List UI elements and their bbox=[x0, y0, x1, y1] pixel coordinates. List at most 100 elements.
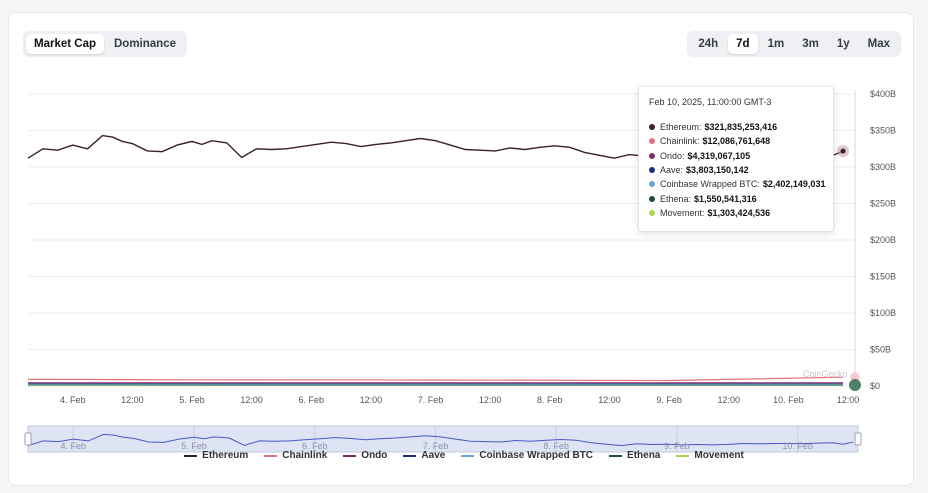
tooltip-series-name: Ethereum: bbox=[660, 122, 702, 133]
legend-label: Movement bbox=[694, 450, 744, 461]
tooltip-series-value: $1,550,541,316 bbox=[694, 193, 757, 204]
coingecko-watermark: CoinGecko bbox=[803, 369, 848, 379]
range-3m-button[interactable]: 3m bbox=[794, 34, 827, 54]
x-tick-label: 12:00 bbox=[360, 395, 383, 405]
y-tick-label: $350B bbox=[870, 126, 896, 136]
tooltip-dot bbox=[649, 152, 655, 159]
legend-item[interactable]: Ondo bbox=[343, 450, 387, 461]
chart-legend: Ethereum Chainlink Ondo Aave Coinbase Wrappe… bbox=[0, 450, 928, 461]
legend-swatch bbox=[676, 454, 690, 457]
tab-dominance[interactable]: Dominance bbox=[106, 34, 184, 54]
navigator-window[interactable] bbox=[27, 425, 859, 453]
tooltip-dot bbox=[649, 138, 655, 145]
tooltip-row: Coinbase Wrapped BTC: $2,402,149,031 bbox=[649, 177, 826, 191]
tooltip-series-value: $4,319,067,105 bbox=[687, 150, 751, 161]
y-tick-label: $300B bbox=[870, 162, 896, 172]
tooltip-dot bbox=[649, 167, 655, 174]
x-tick-label: 12:00 bbox=[717, 395, 740, 405]
x-tick-label: 12:00 bbox=[240, 395, 263, 405]
y-tick-label: $0 bbox=[870, 381, 880, 391]
navigator-tick-label: 6. Feb bbox=[302, 441, 328, 451]
data-tooltip: Feb 10, 2025, 11:00:00 GMT-3 Ethereum: $3… bbox=[638, 86, 834, 232]
tooltip-series-value: $12,086,761,648 bbox=[702, 136, 771, 147]
tab-market-cap[interactable]: Market Cap bbox=[26, 34, 104, 54]
legend-label: Coinbase Wrapped BTC bbox=[479, 450, 594, 461]
legend-item[interactable]: Ethena bbox=[609, 450, 660, 461]
legend-swatch bbox=[403, 454, 417, 457]
tooltip-dot bbox=[649, 124, 655, 131]
navigator-tick-label: 4. Feb bbox=[61, 441, 87, 451]
small-cap-hover-marker bbox=[849, 379, 861, 391]
y-tick-label: $150B bbox=[870, 272, 896, 282]
x-tick-label: 9. Feb bbox=[656, 395, 682, 405]
tooltip-series-value: $321,835,253,416 bbox=[704, 122, 778, 133]
navigator-tick-label: 7. Feb bbox=[423, 441, 449, 451]
legend-item[interactable]: Chainlink bbox=[264, 450, 327, 461]
navigator-handle[interactable] bbox=[854, 432, 862, 446]
ethereum-point bbox=[840, 148, 846, 154]
legend-swatch bbox=[184, 454, 198, 457]
x-tick-label: 10. Feb bbox=[773, 395, 804, 405]
tooltip-row: Aave: $3,803,150,142 bbox=[649, 163, 823, 177]
x-tick-label: 7. Feb bbox=[418, 395, 444, 405]
tooltip-series-value: $1,303,424,536 bbox=[707, 207, 771, 218]
y-tick-label: $400B bbox=[870, 89, 896, 99]
series-line-chainlink bbox=[27, 376, 844, 382]
legend-label: Ethena bbox=[627, 450, 661, 461]
tooltip-dot bbox=[649, 195, 655, 202]
x-tick-label: 12:00 bbox=[121, 395, 144, 405]
navigator-tick-label: 5. Feb bbox=[181, 441, 207, 451]
navigator-handle[interactable] bbox=[24, 432, 32, 446]
navigator-series bbox=[27, 433, 854, 447]
x-tick-label: 12:00 bbox=[598, 395, 621, 405]
legend-label: Chainlink bbox=[282, 450, 328, 461]
tooltip-series-value: $3,803,150,142 bbox=[686, 165, 749, 176]
x-tick-label: 12:00 bbox=[479, 395, 502, 405]
range-7d-button[interactable]: 7d bbox=[728, 34, 758, 54]
legend-label: Ondo bbox=[361, 450, 388, 461]
y-tick-label: $250B bbox=[870, 199, 896, 209]
x-tick-label: 6. Feb bbox=[299, 395, 325, 405]
legend-swatch bbox=[609, 454, 623, 457]
legend-swatch bbox=[461, 454, 475, 457]
tooltip-row: Movement: $1,303,424,536 bbox=[649, 206, 823, 220]
legend-label: Aave bbox=[421, 450, 446, 461]
legend-item[interactable]: Movement bbox=[676, 450, 744, 461]
tooltip-series-name: Coinbase Wrapped BTC: bbox=[660, 179, 760, 190]
x-tick-label: 4. Feb bbox=[60, 395, 86, 405]
y-tick-label: $100B bbox=[870, 308, 896, 318]
legend-item[interactable]: Aave bbox=[403, 450, 445, 461]
range-24h-button[interactable]: 24h bbox=[690, 34, 726, 54]
x-tick-label: 12:00 bbox=[837, 395, 860, 405]
range-max-button[interactable]: Max bbox=[860, 34, 898, 54]
tooltip-row: Chainlink: $12,086,761,648 bbox=[649, 134, 823, 148]
tooltip-series-name: Chainlink: bbox=[660, 136, 700, 147]
tooltip-series-name: Aave: bbox=[660, 165, 684, 176]
tooltip-series-value: $2,402,149,031 bbox=[762, 179, 826, 190]
tooltip-dot bbox=[649, 209, 655, 216]
tooltip-dot bbox=[649, 181, 655, 188]
legend-swatch bbox=[264, 454, 278, 457]
legend-item[interactable]: Ethereum bbox=[184, 450, 248, 461]
tooltip-series-name: Movement: bbox=[660, 207, 705, 218]
tooltip-series-name: Ethena: bbox=[660, 193, 692, 204]
tooltip-row: Ethereum: $321,835,253,416 bbox=[649, 120, 823, 134]
legend-label: Ethereum bbox=[202, 450, 249, 461]
tooltip-row: Ethena: $1,550,541,316 bbox=[649, 191, 823, 205]
y-tick-label: $200B bbox=[870, 235, 896, 245]
y-tick-label: $50B bbox=[870, 345, 891, 355]
navigator-tick-label: 8. Feb bbox=[543, 441, 569, 451]
x-tick-label: 5. Feb bbox=[179, 395, 205, 405]
tooltip-row: Ondo: $4,319,067,105 bbox=[649, 149, 823, 163]
range-toggle: 24h 7d 1m 3m 1y Max bbox=[687, 31, 901, 57]
legend-swatch bbox=[343, 454, 357, 457]
metric-toggle: Market Cap Dominance bbox=[23, 31, 187, 57]
legend-item[interactable]: Coinbase Wrapped BTC bbox=[461, 450, 593, 461]
range-1m-button[interactable]: 1m bbox=[760, 34, 793, 54]
range-1y-button[interactable]: 1y bbox=[829, 34, 858, 54]
navigator-tick-label: 10. Feb bbox=[782, 441, 813, 451]
tooltip-date: Feb 10, 2025, 11:00:00 GMT-3 bbox=[649, 97, 772, 107]
navigator-tick-label: 9. Feb bbox=[664, 441, 690, 451]
x-tick-label: 8. Feb bbox=[537, 395, 563, 405]
